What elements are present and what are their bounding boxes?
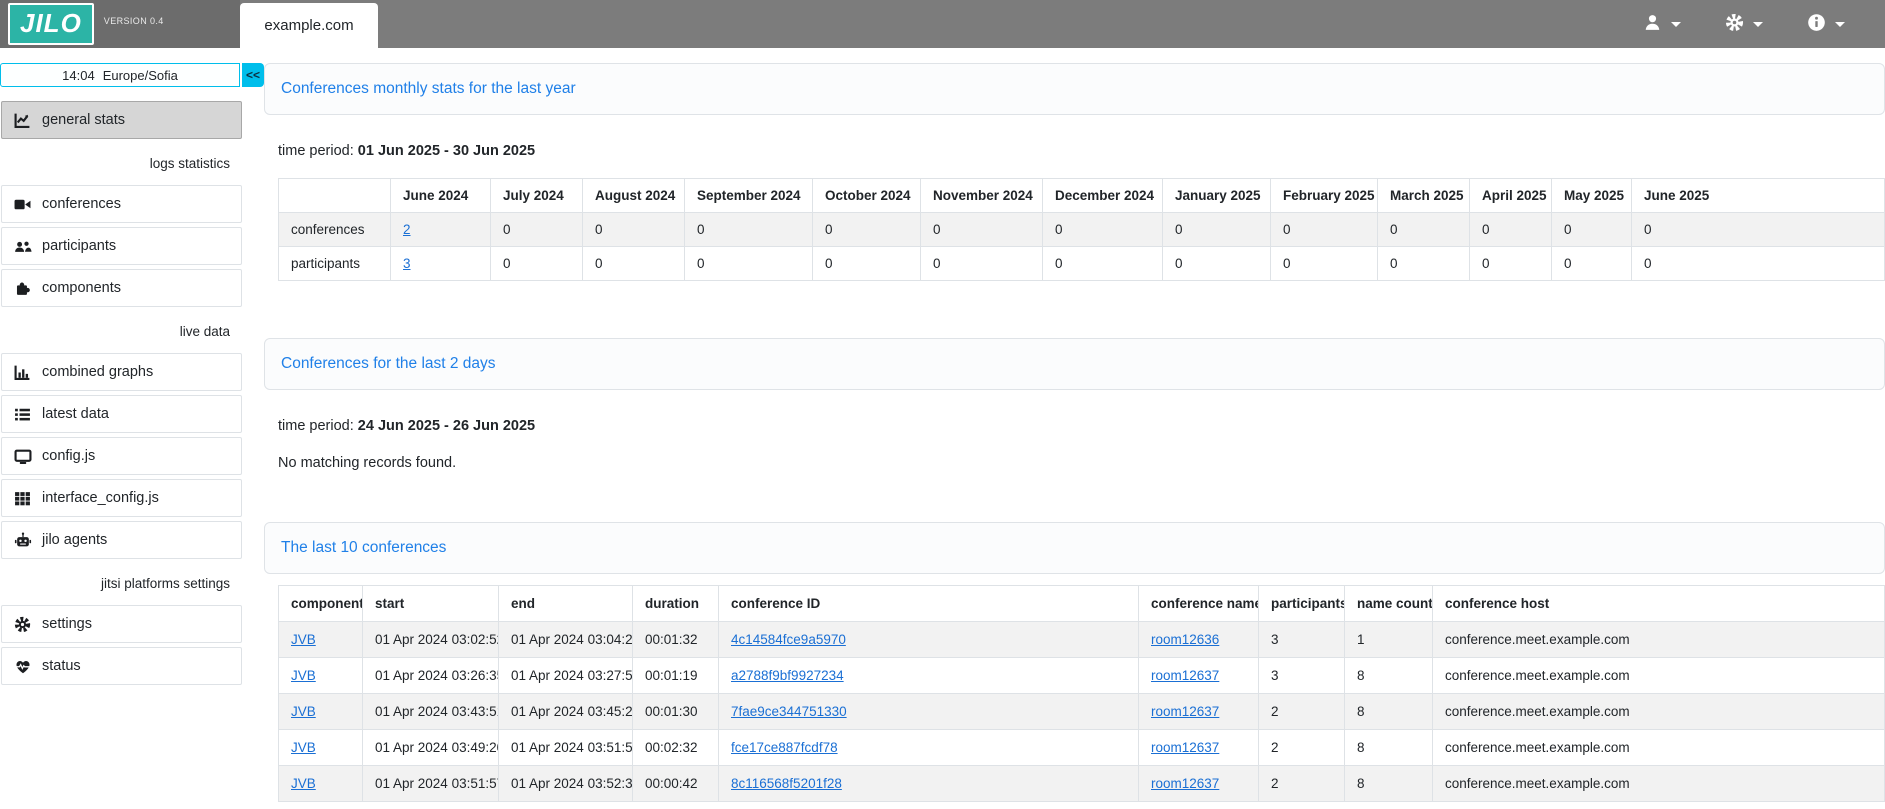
section-title-monthly-stats: Conferences monthly stats for the last y… (264, 63, 1885, 115)
video-icon (14, 196, 36, 213)
sidebar-section-jitsi-platforms-settings: jitsi platforms settings (100, 576, 230, 591)
sidebar-item-combined-graphs[interactable]: combined graphs (1, 353, 242, 391)
sidebar-item-jilo-agents[interactable]: jilo agents (1, 521, 242, 559)
conferences-count-link[interactable]: 2 (403, 222, 411, 237)
gear-icon (1725, 13, 1744, 35)
conference-id-link[interactable]: 8c116568f5201f28 (731, 776, 842, 791)
component-link[interactable]: JVB (291, 740, 316, 755)
sidebar-item-label: latest data (42, 406, 109, 422)
grid-icon (14, 490, 36, 507)
main-content: Conferences monthly stats for the last y… (264, 48, 1885, 809)
chevron-down-icon (1835, 21, 1845, 27)
sidebar-collapse-button[interactable]: << (242, 63, 264, 87)
chevron-down-icon (1753, 21, 1763, 27)
monitor-icon (14, 448, 36, 465)
chevron-down-icon (1671, 21, 1681, 27)
conference-id-link[interactable]: fce17ce887fcdf78 (731, 740, 838, 755)
component-link[interactable]: JVB (291, 668, 316, 683)
table-header-row: component start end duration conference ID co… (278, 585, 1885, 622)
jilo-logo: JILO (8, 3, 94, 45)
conference-id-link[interactable]: 4c14584fce9a5970 (731, 632, 846, 647)
puzzle-icon (14, 280, 36, 297)
user-menu-button[interactable] (1643, 13, 1681, 35)
header-spacer (378, 0, 1643, 48)
users-icon (14, 238, 36, 255)
bar-chart-icon (14, 364, 36, 381)
monthly-stats-table: June 2024 July 2024 August 2024 September 2… (278, 178, 1885, 281)
sidebar-item-status[interactable]: status (1, 647, 242, 685)
logo-text: JILO (20, 8, 82, 38)
sidebar-item-label: general stats (42, 112, 126, 128)
table-row: JVB 01 Apr 2024 03:02:52 01 Apr 2024 03:04… (278, 621, 1885, 658)
section-title-last-10-conferences: The last 10 conferences (264, 522, 1885, 574)
sidebar-item-label: participants (42, 238, 117, 254)
clock-time: 14:04 (62, 67, 95, 83)
version-label: VERSION 0.4 (103, 16, 164, 26)
sidebar-item-latest-data[interactable]: latest data (1, 395, 242, 433)
conference-id-link[interactable]: 7fae9ce344751330 (731, 704, 847, 719)
clock-row: 14:04 Europe/Sofia << (0, 63, 264, 87)
sidebar-item-general-stats[interactable]: general stats (1, 101, 242, 139)
table-row: JVB 01 Apr 2024 03:49:20 01 Apr 2024 03:51… (278, 729, 1885, 766)
sidebar-item-label: jilo agents (42, 532, 108, 548)
conference-name-link[interactable]: room12637 (1151, 776, 1220, 791)
last-10-conferences-table: component start end duration conference ID co… (278, 585, 1885, 802)
last2days-time-period: time period: 24 Jun 2025 - 26 Jun 2025 (278, 418, 536, 434)
info-menu-button[interactable] (1807, 13, 1845, 35)
top-header-bar: JILO VERSION 0.4 example.com (0, 0, 1885, 48)
header-brand-area: JILO VERSION 0.4 (0, 0, 240, 48)
info-icon (1807, 13, 1826, 35)
monthly-time-period: time period: 01 Jun 2025 - 30 Jun 2025 (278, 143, 536, 159)
settings-menu-button[interactable] (1725, 13, 1763, 35)
sidebar-section-live-data: live data (179, 324, 230, 339)
table-header-row: June 2024 July 2024 August 2024 September 2… (278, 178, 1885, 213)
sidebar-item-label: components (42, 280, 121, 296)
conference-name-link[interactable]: room12637 (1151, 740, 1220, 755)
sidebar-item-conferences[interactable]: conferences (1, 185, 242, 223)
line-chart-icon (14, 112, 36, 129)
table-row: participants 3 0 0 0 0 0 0 0 0 0 0 0 0 (278, 246, 1885, 281)
sidebar-item-label: status (42, 658, 81, 674)
sidebar-item-label: combined graphs (42, 364, 154, 380)
sidebar-item-label: conferences (42, 196, 121, 212)
section-title-last-2-days: Conferences for the last 2 days (264, 338, 1885, 390)
sidebar: 14:04 Europe/Sofia << general stats logs … (0, 48, 264, 809)
component-link[interactable]: JVB (291, 632, 316, 647)
clock: 14:04 Europe/Sofia (0, 63, 240, 87)
sidebar-item-label: settings (42, 616, 92, 632)
tab-example-com[interactable]: example.com (240, 3, 378, 48)
sidebar-section-logs-statistics: logs statistics (149, 156, 230, 171)
conference-name-link[interactable]: room12637 (1151, 668, 1220, 683)
clock-timezone: Europe/Sofia (102, 67, 178, 83)
conference-id-link[interactable]: a2788f9bf9927234 (731, 668, 844, 683)
table-row: JVB 01 Apr 2024 03:43:51 01 Apr 2024 03:45… (278, 693, 1885, 730)
robot-icon (14, 532, 36, 549)
sidebar-menu: general stats logs statistics conferences p… (0, 101, 264, 685)
monthly-time-period-value: 01 Jun 2025 - 30 Jun 2025 (357, 143, 536, 159)
table-row: conferences 2 0 0 0 0 0 0 0 0 0 0 0 0 (278, 212, 1885, 247)
last2days-time-period-value: 24 Jun 2025 - 26 Jun 2025 (357, 418, 536, 434)
conference-name-link[interactable]: room12637 (1151, 704, 1220, 719)
sidebar-item-label: interface_config.js (42, 490, 159, 506)
heart-pulse-icon (14, 658, 36, 675)
table-row: JVB 01 Apr 2024 03:51:57 01 Apr 2024 03:52… (278, 765, 1885, 802)
sidebar-item-components[interactable]: components (1, 269, 242, 307)
no-records-message: No matching records found. (278, 455, 457, 471)
sidebar-item-interface-config-js[interactable]: interface_config.js (1, 479, 242, 517)
list-icon (14, 406, 36, 423)
gear-icon (14, 616, 36, 633)
component-link[interactable]: JVB (291, 704, 316, 719)
sidebar-item-label: config.js (42, 448, 96, 464)
header-menus (1643, 0, 1885, 48)
table-row: JVB 01 Apr 2024 03:26:35 01 Apr 2024 03:27… (278, 657, 1885, 694)
conference-name-link[interactable]: room12636 (1151, 632, 1220, 647)
sidebar-item-config-js[interactable]: config.js (1, 437, 242, 475)
user-icon (1643, 13, 1662, 35)
sidebar-item-settings[interactable]: settings (1, 605, 242, 643)
sidebar-item-participants[interactable]: participants (1, 227, 242, 265)
participants-count-link[interactable]: 3 (403, 256, 411, 271)
component-link[interactable]: JVB (291, 776, 316, 791)
